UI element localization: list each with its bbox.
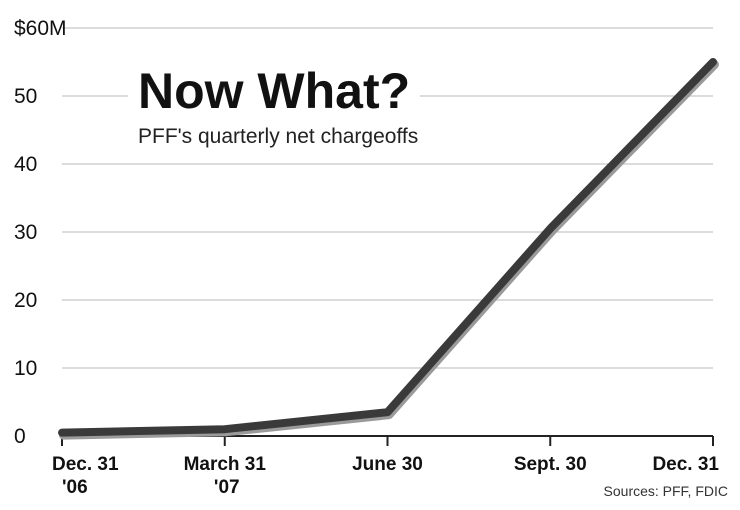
title-backdrop [128, 60, 420, 120]
x-tick-label-1: March 31'07 [184, 454, 267, 498]
chart-source: Sources: PFF, FDIC [604, 483, 728, 499]
y-tick-label-30: 30 [14, 221, 37, 244]
x-tick-label-3: Sept. 30 [514, 454, 587, 475]
x-axis: Dec. 31'06 March 31'07 June 30 Sept. 30 Dec.… [52, 435, 719, 498]
y-axis-ticks: 0 10 20 30 40 50 $60M [14, 17, 67, 448]
x-tick-label-2: June 30 [352, 454, 423, 475]
subtitle-backdrop [128, 120, 458, 150]
y-tick-label-50: 50 [14, 85, 37, 108]
y-tick-label-60: $60M [14, 17, 67, 40]
y-tick-label-10: 10 [14, 357, 37, 380]
y-tick-label-20: 20 [14, 289, 37, 312]
x-tick-label-0: Dec. 31'06 [52, 454, 119, 498]
data-series [58, 58, 719, 440]
x-tick-label-4: Dec. 31 [652, 454, 719, 475]
chart-title: Now What? [138, 63, 410, 119]
y-tick-label-40: 40 [14, 153, 37, 176]
chart-subtitle: PFF's quarterly net chargeoffs [138, 125, 418, 148]
y-tick-label-0: 0 [14, 425, 26, 448]
